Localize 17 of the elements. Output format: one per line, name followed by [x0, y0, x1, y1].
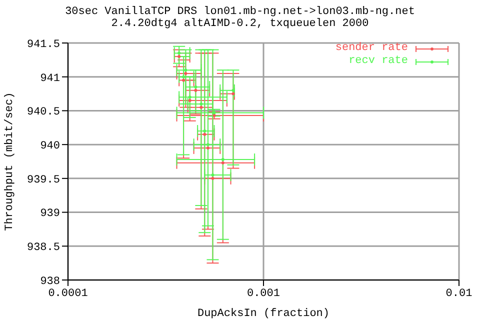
y-tick-label: 941 [40, 72, 60, 85]
y-tick-label: 939 [40, 208, 60, 220]
chart-title: 30sec VanillaTCP DRS lon01.mb-ng.net->lon03.mb-ng.net [64, 6, 416, 18]
x-tick-label: 0.001 [246, 288, 280, 300]
x-tick-label: 0.01 [446, 288, 473, 300]
x-axis-title: DupAcksIn (fraction) [197, 308, 330, 320]
y-tick-label: 940.5 [26, 106, 60, 119]
y-tick-label: 941.5 [26, 38, 60, 51]
chart-subtitle: 2.4.20dtg4 altAIMD-0.2, txqueuelen 2000 [110, 18, 370, 30]
y-axis-title: Throughput (mbit/sec) [4, 92, 16, 231]
legend-label: sender rate [335, 42, 408, 55]
y-tick-label: 939.5 [26, 174, 60, 186]
y-tick-label: 938 [40, 276, 60, 288]
legend-label: recv rate [348, 55, 408, 68]
y-tick-label: 940 [40, 140, 60, 152]
x-tick-label: 0.0001 [48, 288, 88, 300]
y-tick-label: 938.5 [26, 242, 60, 254]
